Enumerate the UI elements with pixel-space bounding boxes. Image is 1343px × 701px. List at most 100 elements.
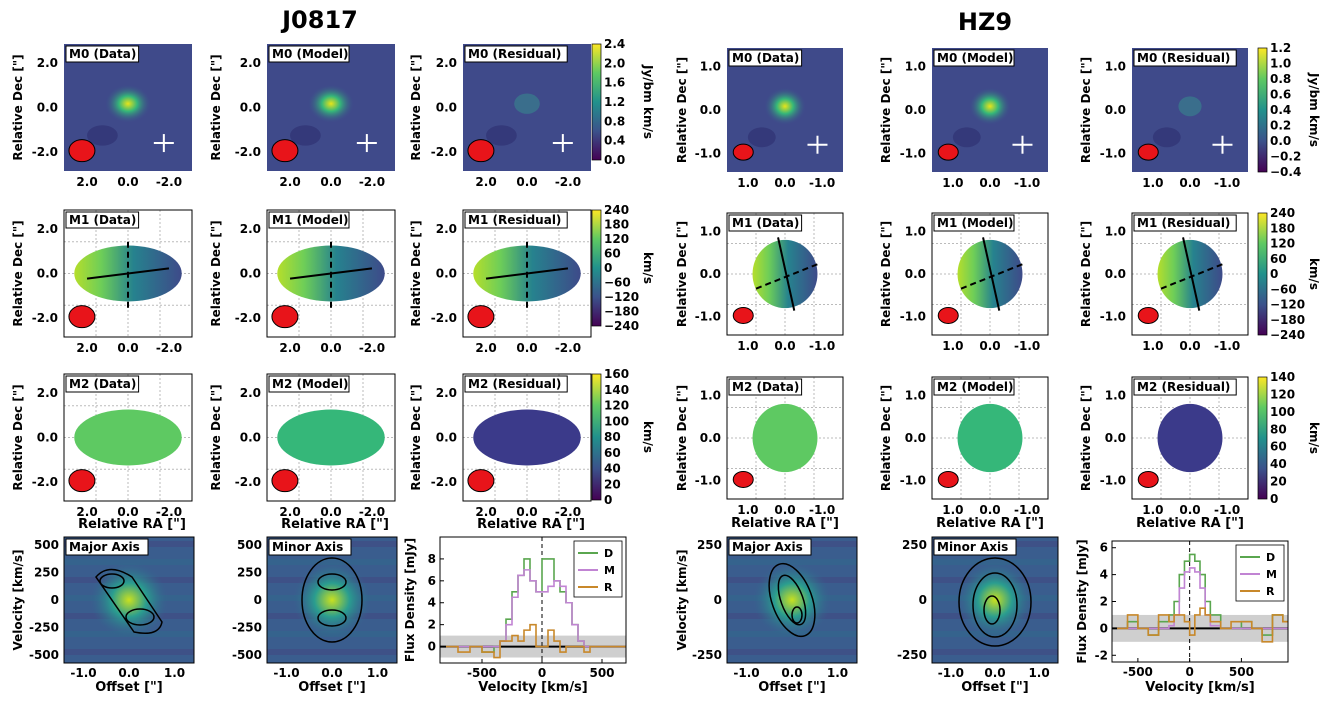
hz9-panel-r1-c0: M1 (Data) bbox=[726, 212, 844, 336]
j0817-r1-c2-dec-tick: 0.0 bbox=[436, 267, 457, 281]
j0817-m2-colorbar-tick: 140 bbox=[604, 383, 629, 397]
j0817-m0-colorbar-unit: Jy/bm km/s bbox=[641, 64, 655, 139]
j0817-panel-r0-c2-label: M0 (Residual) bbox=[468, 47, 561, 61]
hz9-panel-r2-c1-label: M2 (Model) bbox=[937, 380, 1013, 394]
hz9-panel-r2-c1-velocity-field bbox=[957, 403, 1023, 473]
hz9-m0-colorbar-unit: Jy/bm km/s bbox=[1307, 72, 1321, 147]
j0817-pv-panel-0-contour-inner-2 bbox=[125, 608, 155, 626]
j0817-ra-axis-label-c2: Relative RA ["] bbox=[477, 517, 585, 532]
hz9-pv-panel-3-label: Minor Axis bbox=[937, 540, 1008, 554]
hz9-panel-r1-c2-label: M1 (Residual) bbox=[1137, 216, 1230, 230]
hz9-panel-r0-c0-label: M0 (Data) bbox=[732, 51, 799, 65]
j0817-pv-panel-0-xtick: 1.0 bbox=[164, 666, 185, 680]
hz9-panel-r2-c0-label: M2 (Data) bbox=[732, 380, 799, 394]
hz9-r2-c2-dec-tick: -1.0 bbox=[1100, 474, 1126, 488]
spectrum-0-yaxis-label: Flux Density [mJy] bbox=[403, 538, 417, 662]
j0817-m0-colorbar-tick: 0.8 bbox=[604, 114, 625, 128]
hz9-m2-colorbar-tick: 100 bbox=[1270, 405, 1295, 419]
j0817-panel-r0-c0: M0 (Data) bbox=[64, 44, 192, 171]
j0817-r1-c0-dec-tick: 0.0 bbox=[37, 267, 58, 281]
j0817-r2-c2-dec-tick: 2.0 bbox=[436, 386, 457, 400]
hz9-m2-colorbar-tick: 0 bbox=[1270, 492, 1278, 506]
j0817-panel-r2-c0-velocity-field bbox=[74, 409, 182, 466]
spectrum-1-xtick: 500 bbox=[1229, 665, 1254, 679]
hz9-pv-panel-3-contour-inner-2 bbox=[983, 595, 1001, 625]
hz9-pv-panel-2-xaxis-label: Offset ["] bbox=[758, 680, 826, 695]
hz9-panel-r1-c1-velocity-field bbox=[957, 239, 1023, 309]
figure-title-hz9: HZ9 bbox=[958, 8, 1012, 36]
j0817-m1-colorbar-tick: −180 bbox=[604, 305, 639, 319]
j0817-panel-r1-c2-label: M1 (Residual) bbox=[468, 213, 561, 227]
hz9-ra-axis-label-c0: Relative RA ["] bbox=[731, 516, 839, 531]
hz9-r2-c2-ra-tick: 1.0 bbox=[1142, 503, 1163, 517]
spectrum-0-ytick: 0 bbox=[428, 640, 436, 654]
hz9-pv-panel-2-xtick: -1.0 bbox=[733, 666, 759, 680]
hz9-r0-c1-dec-tick: -1.0 bbox=[900, 146, 926, 160]
j0817-panel-r0-c1-label: M0 (Model) bbox=[272, 47, 348, 61]
hz9-panel-r0-c0-emission bbox=[764, 87, 806, 125]
j0817-pv-panel-0-label-box bbox=[65, 538, 149, 556]
j0817-pv-panel-0-ytick: 250 bbox=[34, 566, 59, 580]
hz9-r2-c0-ra-tick: 1.0 bbox=[737, 503, 758, 517]
hz9-panel-r1-c2-velocity-field bbox=[1157, 239, 1223, 309]
spectrum-0-legend-label-R: R bbox=[604, 581, 613, 594]
hz9-ra-axis-label-c1: Relative RA ["] bbox=[936, 516, 1044, 531]
hz9-r1-c0-dec-tick: -1.0 bbox=[695, 310, 721, 324]
j0817-panel-r1-c2-frame bbox=[462, 209, 592, 338]
j0817-r0-c0-ra-tick: 2.0 bbox=[76, 175, 97, 189]
j0817-r0-c2-dec-tick: -2.0 bbox=[431, 145, 457, 159]
hz9-r1-c0-dec-tick: 0.0 bbox=[700, 267, 721, 281]
hz9-m2-colorbar-tick: 60 bbox=[1270, 440, 1287, 454]
j0817-dec-axis-label-r2-c1: Relative Dec ["] bbox=[209, 384, 223, 490]
hz9-m0-colorbar bbox=[1257, 47, 1268, 173]
hz9-dec-axis-label-r2: Relative Dec ["] bbox=[675, 385, 689, 491]
hz9-m2-colorbar-tick: 40 bbox=[1270, 457, 1287, 471]
hz9-panel-r0-c1-label-box bbox=[933, 49, 1015, 67]
j0817-r0-c1-dec-tick: -2.0 bbox=[235, 145, 261, 159]
j0817-pv-panel-1-ytick: 0 bbox=[254, 593, 262, 607]
spectrum-1-ytick: 2 bbox=[1100, 595, 1108, 609]
j0817-r0-c1-ra-tick: 2.0 bbox=[279, 175, 300, 189]
hz9-panel-r2-c2-label: M2 (Residual) bbox=[1137, 380, 1230, 394]
spectrum-1-legend-label-D: D bbox=[1266, 551, 1275, 564]
j0817-r0-c0-ra-tick: 0.0 bbox=[117, 175, 138, 189]
j0817-r2-c1-ra-tick: 2.0 bbox=[279, 505, 300, 519]
j0817-panel-r2-c2-frame bbox=[462, 373, 592, 502]
hz9-panel-r0-c1-noise-feature bbox=[952, 127, 981, 148]
hz9-pv-panel-2-emission bbox=[753, 562, 831, 638]
j0817-pv-panel-1-xtick: -1.0 bbox=[273, 666, 299, 680]
hz9-m0-colorbar-tick: 0.0 bbox=[1270, 134, 1291, 148]
spectrum-0-ytick: 6 bbox=[428, 574, 436, 588]
hz9-pv-panel-3-ytick: 250 bbox=[902, 538, 927, 552]
j0817-r2-c0-ra-tick: 2.0 bbox=[76, 505, 97, 519]
spectrum-0-xtick: -500 bbox=[467, 666, 497, 680]
spectrum-0-xtick: 0 bbox=[538, 666, 546, 680]
hz9-r2-c0-ra-tick: -1.0 bbox=[809, 503, 835, 517]
hz9-r0-c2-ra-tick: 1.0 bbox=[1142, 176, 1163, 190]
j0817-dec-axis-label-r2-c2: Relative Dec ["] bbox=[409, 384, 423, 490]
j0817-pv-panel-0-xtick: -1.0 bbox=[70, 666, 96, 680]
hz9-dec-axis-label-r1-c2: Relative Dec ["] bbox=[1079, 221, 1093, 327]
hz9-r2-c1-ra-tick: 1.0 bbox=[942, 503, 963, 517]
j0817-pv-panel-1-frame bbox=[266, 536, 398, 664]
hz9-r1-c2-dec-tick: 0.0 bbox=[1105, 267, 1126, 281]
spectrum-1-ytick: 6 bbox=[1100, 541, 1108, 555]
hz9-panel-r1-c0-beam bbox=[732, 306, 754, 324]
j0817-panel-r2-c0-label-box bbox=[65, 375, 140, 393]
j0817-panel-r2-c1-label: M2 (Model) bbox=[272, 377, 348, 391]
hz9-dec-axis-label-r1-c1: Relative Dec ["] bbox=[879, 221, 893, 327]
j0817-pv-panel-1-ytick: -500 bbox=[232, 648, 262, 662]
j0817-m1-colorbar-tick: 0 bbox=[604, 261, 612, 275]
hz9-r1-c1-ra-tick: 1.0 bbox=[942, 339, 963, 353]
hz9-panel-r2-c1: M2 (Model) bbox=[931, 376, 1049, 500]
j0817-m0-colorbar-tick: 1.2 bbox=[604, 95, 625, 109]
j0817-panel-r2-c2: M2 (Residual) bbox=[462, 373, 592, 502]
hz9-m0-colorbar-tick: 0.6 bbox=[1270, 88, 1291, 102]
hz9-panel-r2-c0-frame bbox=[726, 376, 844, 500]
hz9-m0-colorbar-tick: 1.0 bbox=[1270, 57, 1291, 71]
hz9-m0-colorbar-tick: 1.2 bbox=[1270, 41, 1291, 55]
hz9-panel-r0-c2-beam bbox=[1137, 143, 1159, 161]
j0817-panel-r1-c0-label-box bbox=[65, 211, 140, 229]
hz9-dec-axis-label-r1: Relative Dec ["] bbox=[675, 221, 689, 327]
hz9-pv-panel-3-xtick: 0.0 bbox=[984, 666, 1005, 680]
